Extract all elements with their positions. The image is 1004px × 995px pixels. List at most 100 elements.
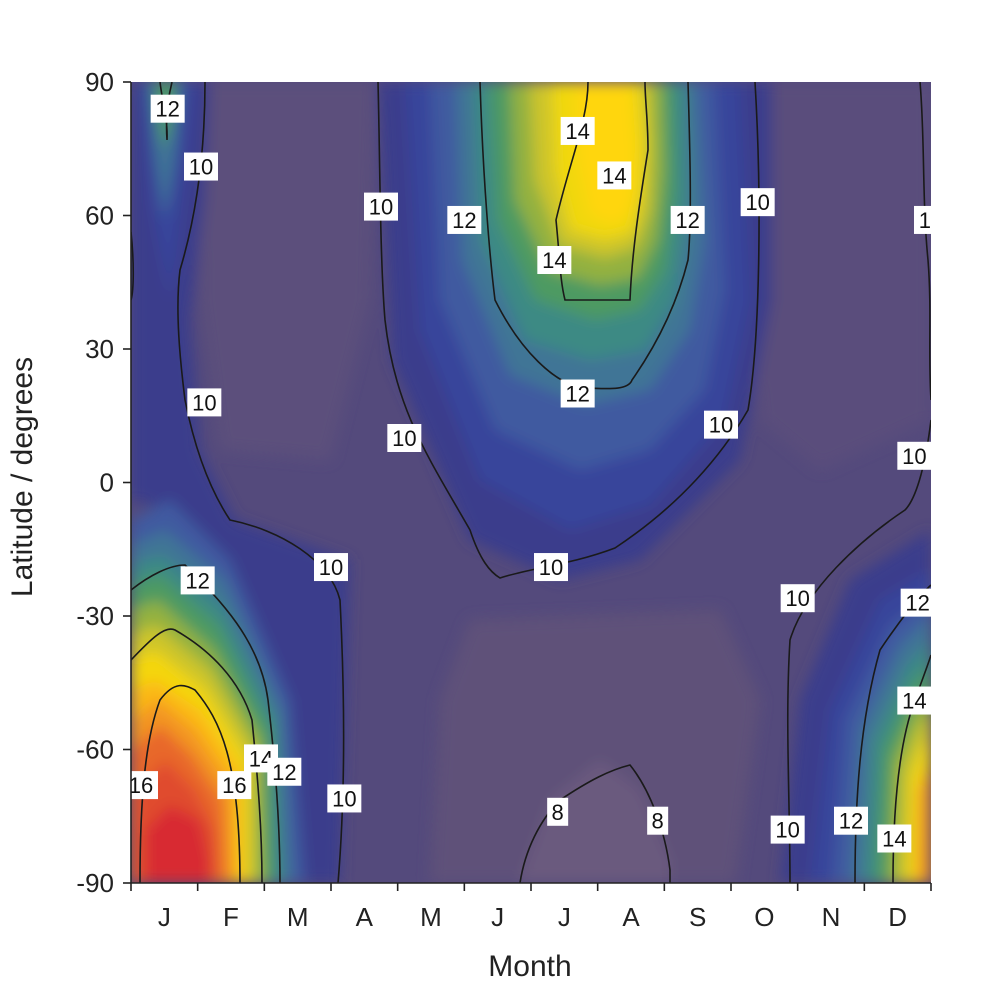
contour-label-text: 10 [785, 586, 809, 611]
contour-label-bg [534, 553, 568, 582]
contour-label: 10 [534, 553, 568, 582]
contour-label-bg [704, 410, 738, 439]
contour-label: 16 [129, 771, 158, 800]
contour-label-text: 10 [189, 155, 213, 180]
contour-label-bg [364, 192, 398, 221]
contour-label-text: 14 [902, 689, 926, 714]
contour-label-bg [647, 806, 669, 835]
contour-label: 12 [900, 588, 931, 617]
contour-label: 8 [547, 797, 569, 826]
contour-label-text: 10 [392, 426, 416, 451]
contour-label-bg [150, 94, 185, 123]
x-tick-label: J [558, 902, 571, 932]
contour-label: 14 [597, 161, 632, 190]
contour-label-text: 14 [882, 827, 906, 852]
contour-label-bg [834, 806, 868, 835]
contour-label-text: 16 [129, 773, 153, 798]
contour-label: 12 [834, 806, 868, 835]
contour-label-text: 10 [369, 195, 393, 220]
contour-label-text: 16 [222, 773, 246, 798]
contour-label-bg [447, 205, 482, 234]
contour-label-text: 12 [675, 208, 699, 233]
contour-label-text: 12 [185, 568, 209, 593]
contour-label-bg [314, 553, 348, 582]
contour-label-bg [897, 686, 931, 715]
contour-label-text: 12 [839, 809, 863, 834]
contour-label-bg [597, 161, 632, 190]
y-tick-label: -30 [76, 601, 114, 631]
contour-label-text: 12 [452, 208, 476, 233]
contour-label-bg [877, 824, 912, 853]
contour-label: 14 [877, 824, 912, 853]
contour-label-bg [217, 771, 252, 800]
contour-label-text: 14 [602, 163, 626, 188]
contour-label-text: 12 [272, 760, 296, 785]
contour-label-text: 10 [919, 208, 943, 233]
contour-label-bg [187, 388, 222, 417]
x-tick-label: O [754, 902, 774, 932]
x-tick-label: J [491, 902, 504, 932]
contour-label-bg [184, 152, 218, 181]
contour-label: 16 [217, 771, 252, 800]
contour-label: 12 [560, 379, 595, 408]
contour-label: 14 [560, 116, 595, 145]
contour-label: 10 [314, 553, 348, 582]
contour-label-bg [560, 379, 595, 408]
y-tick-label: 90 [85, 67, 114, 97]
contour-label-bg [780, 584, 815, 613]
contour-label-text: 10 [539, 555, 563, 580]
contour-label: 10 [364, 192, 398, 221]
y-tick-label: -90 [76, 868, 114, 898]
contour-label: 10 [184, 152, 218, 181]
y-tick-label: 60 [85, 201, 114, 231]
contour-label-bg [387, 424, 422, 452]
x-tick-label: A [622, 902, 640, 932]
x-tick-label: N [822, 902, 841, 932]
contour-label-text: 10 [709, 413, 733, 438]
contour-label-text: 12 [565, 382, 589, 407]
contour-label-text: 12 [155, 97, 179, 122]
contour-label-bg [897, 441, 931, 470]
contour-label: 10 [897, 441, 931, 470]
contour-label-bg [547, 797, 569, 826]
x-tick-label: S [689, 902, 706, 932]
y-tick-label: 0 [100, 468, 114, 498]
contour-label: 12 [267, 757, 302, 786]
contour-label: 10 [327, 784, 362, 813]
contour-label: 10 [387, 424, 422, 452]
x-tick-label: F [223, 902, 239, 932]
plot-area: 12 10 10 12 16 16 14 12 10 10 10 10 12 14 14 14 12 10 8 8 12… [129, 82, 943, 883]
x-tick-label: A [356, 902, 374, 932]
contour-label-bg [180, 566, 215, 595]
x-tick-label: J [158, 902, 171, 932]
contour-label: 12 [180, 566, 215, 595]
contour-label-bg [740, 188, 775, 217]
contour-label-text: 10 [775, 818, 799, 843]
contour-label-text: 10 [902, 444, 926, 469]
y-ticks: 90 60 30 0 -30 -60 -90 [76, 67, 131, 898]
contour-label: 10 [780, 584, 815, 613]
contour-label: 12 [670, 205, 705, 234]
x-tick-label: D [888, 902, 907, 932]
x-tick-label: M [420, 902, 442, 932]
contour-label: 14 [537, 246, 572, 274]
y-tick-label: -60 [76, 735, 114, 765]
y-tick-label: 30 [85, 334, 114, 364]
contour-label-bg [770, 815, 805, 844]
contour-label-bg [537, 246, 572, 274]
contour-label: 12 [150, 94, 185, 123]
contour-label: 10 [187, 388, 222, 417]
x-tick-label: M [287, 902, 309, 932]
contour-label: 10 [914, 205, 943, 234]
contour-label-text: 10 [319, 555, 343, 580]
contour-label-bg [267, 757, 302, 786]
contour-label: 10 [770, 815, 805, 844]
contour-label-bg [670, 205, 705, 234]
contour-label-text: 14 [565, 119, 589, 144]
contour-label: 14 [897, 686, 931, 715]
contour-labels: 12 10 10 12 16 16 14 12 10 10 10 10 12 14 14 14 12 10 8 8 12… [129, 94, 943, 853]
contour-label-bg [560, 116, 595, 145]
contour-label-bg [131, 771, 158, 800]
